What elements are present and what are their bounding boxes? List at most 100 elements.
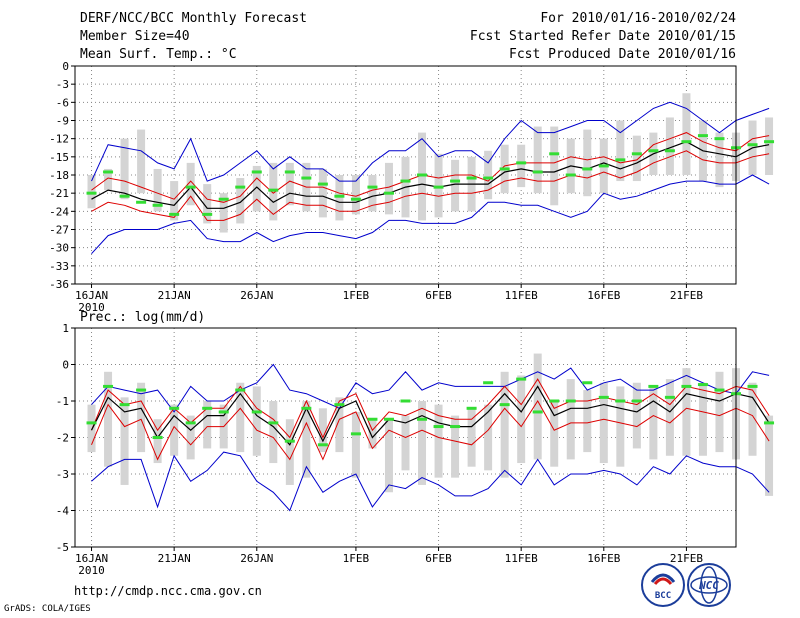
obs-marker (631, 399, 642, 403)
spread-box (583, 129, 592, 197)
obs-marker (218, 197, 229, 201)
obs-marker (284, 439, 295, 443)
spread-box (384, 162, 393, 215)
spread-box (698, 382, 707, 456)
y-tick-label: -36 (49, 278, 69, 291)
obs-marker (499, 403, 510, 407)
spread-box (285, 419, 294, 485)
series-line-lower (91, 400, 770, 461)
spread-box (616, 386, 625, 467)
spread-box (451, 159, 460, 212)
obs-marker (301, 406, 312, 410)
spread-box (434, 153, 443, 218)
spread-box (104, 371, 113, 467)
spread-box (186, 415, 195, 460)
spread-box (682, 368, 691, 456)
spread-box (351, 175, 360, 215)
spread-box (715, 132, 724, 188)
panel-title-temperature: Mean Surf. Temp.: °C (80, 47, 237, 62)
spread-box (517, 144, 526, 188)
spread-box (203, 401, 212, 449)
spread-box (715, 371, 724, 453)
spread-box (765, 415, 774, 496)
x-tick-label: 21FEB (670, 289, 703, 302)
bcc-logo-text: BCC (655, 591, 671, 601)
spread-box (368, 175, 377, 212)
obs-marker (433, 425, 444, 429)
series-line-mean (90, 385, 770, 446)
spread-box (236, 382, 245, 453)
series-line-mean (91, 141, 770, 209)
spread-box (335, 175, 344, 221)
obs-marker (499, 167, 510, 171)
obs-marker (383, 417, 394, 421)
obs-marker (152, 203, 163, 207)
spread-box (434, 404, 443, 478)
y-tick-label: -12 (49, 133, 69, 146)
y-tick-label: -2 (56, 432, 69, 445)
obs-marker (169, 212, 180, 216)
y-tick-label: -5 (56, 541, 69, 554)
obs-marker (598, 395, 609, 399)
obs-marker (714, 137, 725, 141)
spread-box (170, 404, 179, 456)
obs-marker (103, 170, 114, 174)
fcst-started-date: Fcst Started Refer Date 2010/01/15 (469, 29, 736, 44)
y-tick-label: -9 (56, 115, 69, 128)
obs-marker (218, 410, 229, 414)
obs-marker (598, 164, 609, 168)
y-tick-label: -24 (49, 205, 69, 218)
spread-box (87, 175, 96, 209)
obs-marker (417, 417, 428, 421)
spread-box (219, 193, 228, 233)
x-tick-label: 26JAN (240, 552, 273, 565)
spread-box (302, 401, 311, 478)
obs-marker (383, 191, 394, 195)
spread-box (484, 150, 493, 200)
spread-box (170, 181, 179, 221)
x-tick-label: 6FEB (425, 289, 452, 302)
spread-box (186, 162, 195, 206)
y-tick-label: -4 (56, 505, 70, 518)
series-line-lower (91, 150, 770, 221)
spread-box (748, 382, 757, 456)
spread-box (649, 386, 658, 460)
spread-box (153, 419, 162, 464)
spread-box (401, 415, 410, 471)
obs-marker (367, 417, 378, 421)
obs-marker (747, 384, 758, 388)
obs-marker (516, 377, 527, 381)
y-tick-label: -1 (56, 395, 69, 408)
x-tick-label: 11FEB (505, 289, 538, 302)
obs-marker (450, 425, 461, 429)
obs-marker (582, 381, 593, 385)
obs-marker (350, 432, 361, 436)
source-url[interactable]: http://cmdp.ncc.cma.gov.cn (74, 584, 262, 598)
obs-marker (648, 384, 659, 388)
spread-box (252, 386, 261, 456)
x-tick-label: 1FEB (343, 289, 370, 302)
spread-box (500, 371, 509, 478)
spread-box (137, 129, 146, 194)
spread-box (632, 382, 641, 449)
obs-marker (317, 443, 328, 447)
series-line-max (91, 363, 770, 413)
spread-box (517, 375, 526, 464)
obs-marker (433, 185, 444, 189)
obs-marker (334, 403, 345, 407)
spread-box (87, 404, 96, 453)
obs-marker (681, 384, 692, 388)
spread-box (285, 162, 294, 206)
obs-marker (86, 421, 97, 425)
y-tick-label: 1 (62, 322, 69, 335)
obs-marker (284, 170, 295, 174)
spread-box (765, 117, 774, 175)
x-tick-label: 21JAN (158, 289, 191, 302)
obs-marker (466, 176, 477, 180)
obs-marker (664, 149, 675, 153)
obs-marker (565, 173, 576, 177)
chart-title: DERF/NCC/BCC Monthly Forecast (80, 11, 307, 26)
spread-box (467, 408, 476, 467)
y-tick-label: -18 (49, 169, 69, 182)
